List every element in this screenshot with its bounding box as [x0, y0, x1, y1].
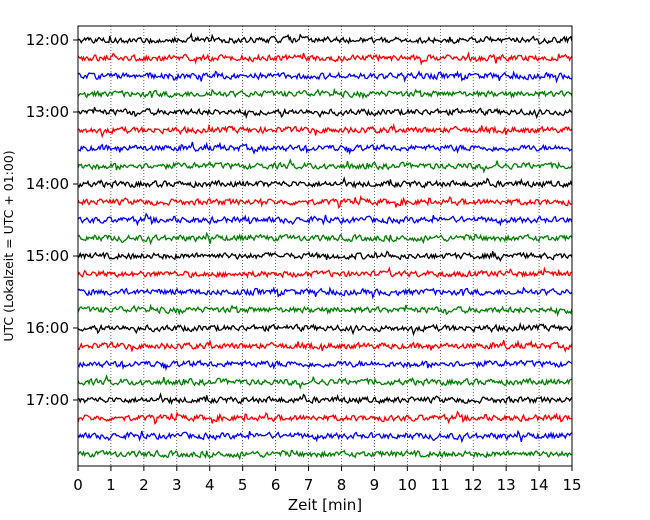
trace-1745 [77, 449, 573, 461]
trace-1730 [77, 429, 573, 444]
trace-1345 [77, 157, 573, 174]
seismogram-traces [77, 32, 573, 461]
y-tick-label: 15:00 [26, 247, 69, 265]
trace-1700 [77, 392, 573, 406]
trace-1315 [77, 122, 573, 139]
plot-frame [77, 25, 573, 467]
y-axis-ticks: 12:00 13:00 14:00 15:00 16:00 17:00 [26, 31, 78, 409]
y-tick-label: 16:00 [26, 319, 69, 337]
y-tick-label: 12:00 [26, 31, 69, 49]
x-grid [110, 26, 540, 466]
x-tick-label: 5 [238, 476, 248, 494]
trace-1645 [77, 373, 573, 390]
trace-1300 [77, 106, 573, 120]
trace-1415 [77, 194, 573, 209]
x-tick-label: 10 [398, 476, 417, 494]
trace-1400 [77, 176, 573, 190]
x-tick-label: 9 [370, 476, 380, 494]
y-axis-label: UTC (Lokalzeit = UTC + 01:00) [1, 150, 16, 341]
trace-1715 [77, 410, 572, 425]
x-tick-label: 7 [304, 476, 314, 494]
trace-1230 [77, 69, 573, 84]
y-tick-label: 13:00 [26, 103, 69, 121]
x-axis-label: Zeit [min] [288, 496, 362, 514]
trace-1630 [77, 359, 573, 372]
trace-1200 [77, 32, 573, 45]
trace-1500 [77, 250, 573, 263]
trace-1245 [77, 87, 573, 100]
x-tick-label: 12 [464, 476, 483, 494]
y-tick-label: 14:00 [26, 175, 69, 193]
x-tick-label: 6 [271, 476, 281, 494]
x-tick-label: 3 [172, 476, 182, 494]
trace-1615 [77, 338, 573, 353]
trace-1445 [77, 231, 573, 246]
x-tick-label: 13 [497, 476, 516, 494]
x-axis-ticks: 0 1 2 3 4 5 6 7 8 9 10 11 12 13 14 15 [73, 466, 582, 494]
x-tick-label: 1 [106, 476, 116, 494]
x-tick-label: 0 [73, 476, 83, 494]
trace-1515 [77, 266, 573, 280]
trace-1330 [77, 141, 573, 156]
x-tick-label: 14 [530, 476, 549, 494]
x-tick-label: 2 [139, 476, 149, 494]
x-tick-label: 11 [431, 476, 450, 494]
trace-1430 [77, 212, 573, 227]
y-tick-label: 17:00 [26, 391, 69, 409]
trace-1600 [77, 321, 573, 337]
x-tick-label: 8 [337, 476, 347, 494]
trace-1530 [77, 286, 573, 300]
x-tick-label: 4 [205, 476, 215, 494]
x-tick-label: 15 [562, 476, 581, 494]
trace-1545 [77, 303, 573, 318]
trace-1215 [77, 51, 573, 66]
